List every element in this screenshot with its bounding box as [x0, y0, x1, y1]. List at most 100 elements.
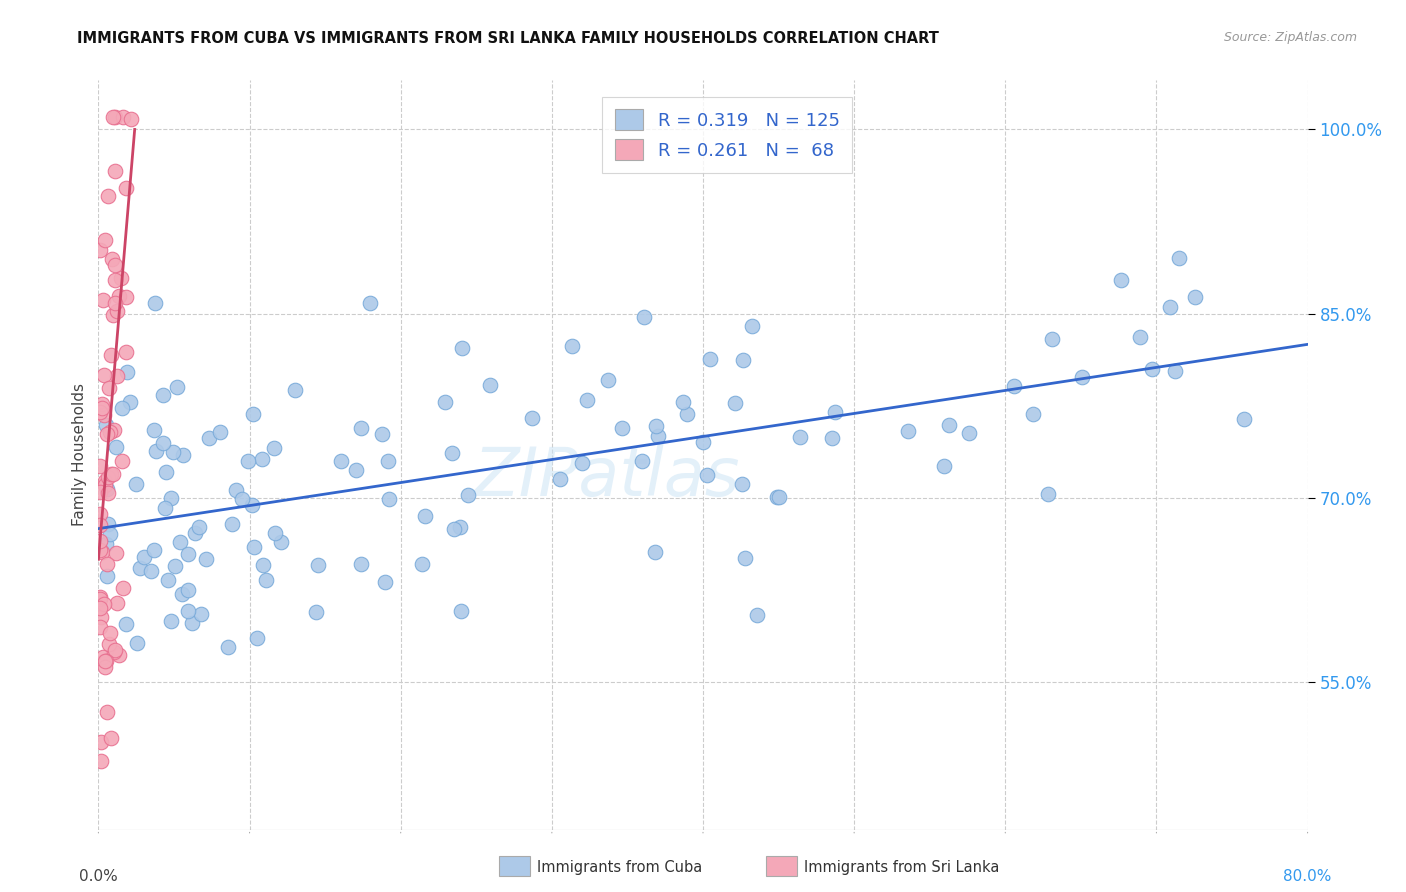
Point	[91, 401, 114, 415]
Point	[824, 405, 846, 419]
Point	[89, 459, 111, 474]
Point	[548, 472, 571, 486]
Point	[105, 304, 128, 318]
Text: ZIPatlas: ZIPatlas	[472, 444, 740, 510]
Point	[90, 545, 112, 559]
Point	[112, 581, 135, 595]
Point	[91, 293, 114, 307]
Point	[96, 482, 118, 496]
Point	[166, 379, 188, 393]
Point	[344, 463, 367, 477]
Point	[195, 552, 218, 566]
Point	[198, 431, 221, 445]
Text: IMMIGRANTS FROM CUBA VS IMMIGRANTS FROM SRI LANKA FAMILY HOUSEHOLDS CORRELATION : IMMIGRANTS FROM CUBA VS IMMIGRANTS FROM …	[77, 31, 939, 46]
Point	[145, 443, 167, 458]
Point	[100, 731, 122, 745]
Point	[254, 573, 277, 587]
Point	[104, 545, 127, 559]
Point	[115, 617, 138, 632]
Point	[478, 378, 501, 392]
Text: Immigrants from Sri Lanka: Immigrants from Sri Lanka	[804, 860, 1000, 874]
Point	[89, 534, 111, 549]
Point	[91, 650, 114, 665]
Point	[94, 474, 117, 488]
Point	[1163, 364, 1185, 378]
Point	[731, 476, 754, 491]
Point	[104, 259, 127, 273]
Point	[112, 110, 135, 124]
Point	[768, 490, 790, 504]
Point	[97, 486, 120, 500]
Point	[724, 396, 747, 410]
Point	[103, 295, 125, 310]
Point	[104, 110, 127, 124]
Point	[450, 341, 472, 355]
Point	[252, 558, 274, 573]
Point	[120, 394, 142, 409]
Point	[246, 631, 269, 645]
Point	[522, 411, 544, 425]
Point	[1070, 370, 1092, 384]
Point	[177, 547, 200, 561]
Point	[1159, 300, 1181, 314]
Point	[98, 425, 121, 440]
Point	[177, 604, 200, 618]
Point	[97, 469, 120, 483]
Point	[101, 309, 124, 323]
Point	[181, 616, 204, 631]
Legend: R = 0.319   N = 125, R = 0.261   N =  68: R = 0.319 N = 125, R = 0.261 N = 68	[602, 97, 852, 173]
Point	[101, 467, 124, 481]
Point	[307, 558, 329, 572]
Point	[101, 252, 124, 266]
Point	[107, 648, 129, 662]
Point	[103, 423, 125, 437]
Point	[1002, 379, 1025, 393]
Text: 0.0%: 0.0%	[79, 869, 118, 884]
Point	[240, 498, 263, 512]
Point	[94, 654, 117, 668]
Point	[93, 597, 115, 611]
Point	[612, 421, 634, 435]
Text: Immigrants from Cuba: Immigrants from Cuba	[537, 860, 703, 874]
Point	[250, 452, 273, 467]
Point	[209, 425, 232, 439]
Point	[765, 490, 787, 504]
Point	[378, 491, 401, 506]
Point	[94, 417, 117, 432]
Point	[1036, 486, 1059, 500]
Point	[1142, 362, 1164, 376]
Point	[107, 289, 129, 303]
Point	[221, 517, 243, 532]
Point	[575, 393, 598, 408]
Point	[236, 454, 259, 468]
Point	[94, 478, 117, 492]
Point	[957, 426, 980, 441]
Point	[160, 491, 183, 506]
Point	[114, 289, 136, 303]
Point	[115, 181, 138, 195]
Point	[270, 535, 292, 549]
Point	[571, 456, 593, 470]
Point	[160, 614, 183, 628]
Point	[217, 640, 239, 654]
Point	[433, 395, 456, 409]
Point	[89, 243, 111, 257]
Point	[413, 509, 436, 524]
Point	[696, 468, 718, 483]
Point	[94, 660, 117, 674]
Point	[104, 440, 127, 454]
Point	[89, 542, 111, 557]
Point	[153, 500, 176, 515]
Point	[350, 421, 373, 435]
Point	[96, 705, 118, 719]
Point	[97, 637, 120, 651]
Point	[225, 483, 247, 498]
Point	[263, 441, 285, 455]
Point	[1022, 408, 1045, 422]
Point	[374, 574, 396, 589]
Point	[443, 522, 465, 536]
Point	[90, 755, 112, 769]
Point	[89, 508, 111, 522]
Point	[1129, 329, 1152, 343]
Point	[633, 310, 655, 325]
